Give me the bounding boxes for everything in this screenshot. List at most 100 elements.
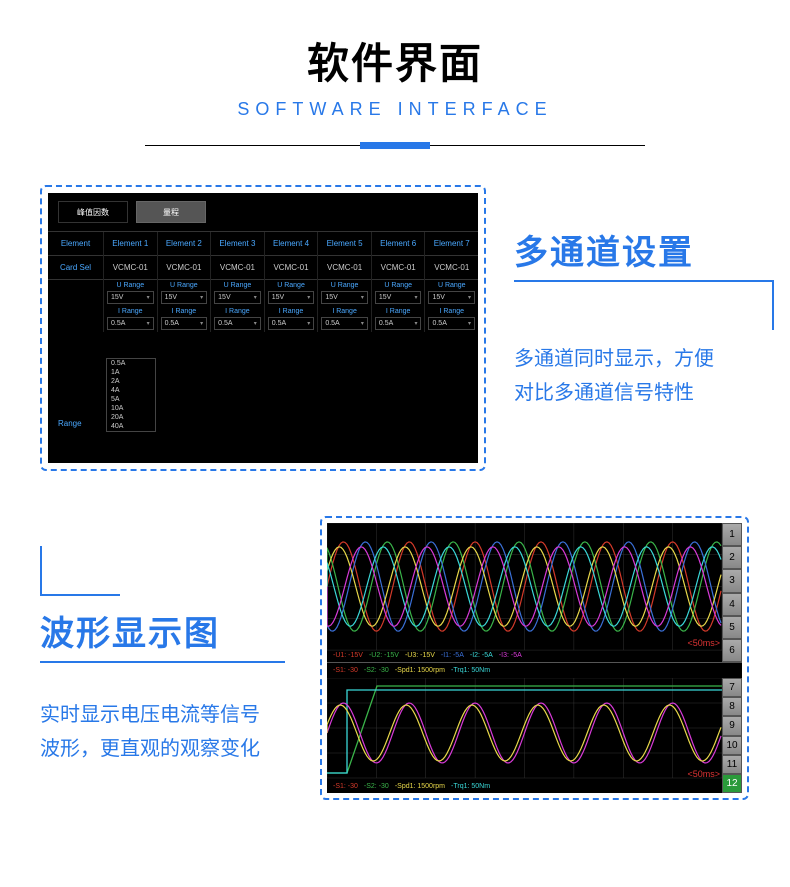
top-ch-num-1[interactable]: 1: [722, 523, 742, 546]
title-en: SOFTWARE INTERFACE: [0, 99, 790, 120]
urange-block-5: U Range 15V▾: [317, 280, 371, 306]
irange-select-2[interactable]: 0.5A▾: [161, 317, 208, 330]
caption2-desc: 实时显示电压电流等信号 波形，更直观的观察变化: [40, 698, 320, 766]
urange-select-2[interactable]: 15V▾: [161, 291, 208, 304]
stat-i1: -I1: -5A: [441, 652, 464, 659]
caption1-desc-l1: 多通道同时显示，方便: [514, 342, 774, 376]
bot-ch-num-9[interactable]: 9: [722, 716, 742, 735]
irange-block-6: I Range 0.5A▾: [371, 306, 425, 332]
dropdown-item-4[interactable]: 5A: [107, 395, 155, 404]
caption2-title: 波形显示图: [40, 606, 320, 655]
dropdown-item-2[interactable]: 2A: [107, 377, 155, 386]
irange-block-2: I Range 0.5A▾: [157, 306, 211, 332]
screenshot-multichannel: 峰值因数 量程 Element Element 1Element 2Elemen…: [40, 185, 486, 471]
irange-dropdown-open[interactable]: 0.5A1A2A4A5A10A20A40A: [106, 358, 156, 432]
urange-label-3: U Range: [214, 282, 261, 289]
urange-select-7[interactable]: 15V▾: [428, 291, 475, 304]
bot-channel-numbers: 789101112: [722, 678, 742, 793]
element-header-3: Element 3: [210, 232, 264, 256]
urange-block-3: U Range 15V▾: [210, 280, 264, 306]
urange-label-1: U Range: [107, 282, 154, 289]
top-ms-label: <50ms>: [687, 638, 720, 648]
caption2-desc-l2: 波形，更直观的观察变化: [40, 732, 320, 766]
urange-label-6: U Range: [375, 282, 422, 289]
irange-label-5: I Range: [321, 308, 368, 315]
mid-trq: -Trq1: 50Nm: [451, 667, 490, 674]
dropdown-item-6[interactable]: 20A: [107, 413, 155, 422]
bot-ch-num-7[interactable]: 7: [722, 678, 742, 697]
card-cell-7[interactable]: VCMC-01: [424, 256, 478, 280]
irange-select-3[interactable]: 0.5A▾: [214, 317, 261, 330]
caption2-lead-line: [40, 546, 320, 596]
caption2-underline: [40, 661, 285, 663]
software-panel-1: 峰值因数 量程 Element Element 1Element 2Elemen…: [48, 193, 478, 463]
bot-ch-num-8[interactable]: 8: [722, 697, 742, 716]
dropdown-item-1[interactable]: 1A: [107, 368, 155, 377]
irange-label-2: I Range: [161, 308, 208, 315]
caption2-desc-l1: 实时显示电压电流等信号: [40, 698, 320, 732]
urange-select-5[interactable]: 15V▾: [321, 291, 368, 304]
top-ch-num-2[interactable]: 2: [722, 546, 742, 569]
stat-i3: -I3: -5A: [499, 652, 522, 659]
irange-select-1[interactable]: 0.5A▾: [107, 317, 154, 330]
dropdown-item-5[interactable]: 10A: [107, 404, 155, 413]
bot-ch-num-12[interactable]: 12: [722, 774, 742, 793]
card-cell-5[interactable]: VCMC-01: [317, 256, 371, 280]
top-channel-numbers: 123456: [722, 523, 742, 662]
top-ch-num-5[interactable]: 5: [722, 616, 742, 639]
urange-label-4: U Range: [268, 282, 315, 289]
wave-top-area: -U1: -15V -U2: -15V -U3: -15V -I1: -5A -…: [327, 523, 742, 663]
element-header-5: Element 5: [317, 232, 371, 256]
irange-select-6[interactable]: 0.5A▾: [375, 317, 422, 330]
top-ch-num-6[interactable]: 6: [722, 639, 742, 662]
card-cell-4[interactable]: VCMC-01: [264, 256, 318, 280]
row-elements: Element Element 1Element 2Element 3Eleme…: [48, 231, 478, 255]
dropdown-item-3[interactable]: 4A: [107, 386, 155, 395]
bot-ch-num-10[interactable]: 10: [722, 736, 742, 755]
top-status-bar: -U1: -15V -U2: -15V -U3: -15V -I1: -5A -…: [330, 649, 720, 661]
bot-trq: -Trq1: 50Nm: [451, 783, 490, 790]
title-cn: 软件界面: [0, 30, 790, 91]
dropdown-item-0[interactable]: 0.5A: [107, 359, 155, 368]
section-multichannel: 峰值因数 量程 Element Element 1Element 2Elemen…: [0, 185, 790, 471]
irange-select-4[interactable]: 0.5A▾: [268, 317, 315, 330]
bot-s1: -S1: -30: [333, 783, 358, 790]
irange-select-5[interactable]: 0.5A▾: [321, 317, 368, 330]
irange-label-6: I Range: [375, 308, 422, 315]
urange-label-7: U Range: [428, 282, 475, 289]
cardsel-label: Card Sel: [48, 263, 103, 272]
urange-select-6[interactable]: 15V▾: [375, 291, 422, 304]
urange-block-6: U Range 15V▾: [371, 280, 425, 306]
irange-select-7[interactable]: 0.5A▾: [428, 317, 475, 330]
tab-range[interactable]: 量程: [136, 201, 206, 223]
element-label: Element: [48, 239, 103, 248]
card-cell-6[interactable]: VCMC-01: [371, 256, 425, 280]
stat-u3: -U3: -15V: [405, 652, 435, 659]
top-ch-num-3[interactable]: 3: [722, 569, 742, 592]
bot-s2: -S2: -30: [364, 783, 389, 790]
bottom-waves-svg: [327, 678, 722, 793]
dropdown-item-7[interactable]: 40A: [107, 422, 155, 431]
element-header-2: Element 2: [157, 232, 211, 256]
urange-label-2: U Range: [161, 282, 208, 289]
element-header-4: Element 4: [264, 232, 318, 256]
card-cell-2[interactable]: VCMC-01: [157, 256, 211, 280]
tab-crest-factor[interactable]: 峰值因数: [58, 201, 128, 223]
caption1-desc: 多通道同时显示，方便 对比多通道信号特性: [514, 342, 774, 410]
bot-ms-label: <50ms>: [687, 769, 720, 779]
urange-select-1[interactable]: 15V▾: [107, 291, 154, 304]
urange-select-4[interactable]: 15V▾: [268, 291, 315, 304]
urange-block-1: U Range 15V▾: [103, 280, 157, 306]
header-section: 软件界面 SOFTWARE INTERFACE: [0, 0, 790, 150]
card-cell-3[interactable]: VCMC-01: [210, 256, 264, 280]
waveform-panel: -U1: -15V -U2: -15V -U3: -15V -I1: -5A -…: [327, 523, 742, 793]
caption1-desc-l2: 对比多通道信号特性: [514, 376, 774, 410]
mid-s2: -S2: -30: [364, 667, 389, 674]
top-ch-num-4[interactable]: 4: [722, 593, 742, 616]
divider: [145, 142, 645, 150]
row-urange: U Range 15V▾U Range 15V▾U Range 15V▾U Ra…: [48, 279, 478, 306]
card-cell-1[interactable]: VCMC-01: [103, 256, 157, 280]
top-tabs: 峰值因数 量程: [48, 193, 478, 231]
urange-select-3[interactable]: 15V▾: [214, 291, 261, 304]
bot-ch-num-11[interactable]: 11: [722, 755, 742, 774]
